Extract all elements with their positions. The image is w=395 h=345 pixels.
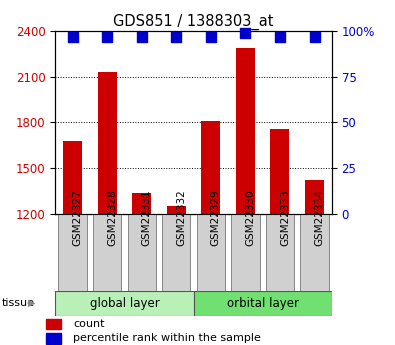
Point [104, 34, 110, 39]
Text: GSM22330: GSM22330 [245, 189, 256, 246]
Point [311, 34, 318, 39]
Bar [162, 214, 190, 292]
Text: count: count [73, 319, 105, 329]
Point [70, 34, 76, 39]
Text: GSM22331: GSM22331 [142, 189, 152, 246]
Bar [201, 121, 220, 345]
Text: GSM22329: GSM22329 [211, 189, 221, 246]
Point [277, 34, 283, 39]
Title: GDS851 / 1388303_at: GDS851 / 1388303_at [113, 13, 274, 30]
Bar [46, 333, 61, 344]
Bar [236, 48, 255, 345]
Bar [132, 193, 151, 345]
Text: ▶: ▶ [28, 298, 35, 308]
Bar [93, 214, 121, 292]
Bar [55, 291, 194, 316]
Bar [231, 214, 260, 292]
Text: GSM22332: GSM22332 [176, 189, 186, 246]
Text: tissue: tissue [2, 298, 35, 308]
Text: GSM22328: GSM22328 [107, 189, 117, 246]
Bar [305, 180, 324, 345]
Bar [98, 72, 117, 345]
Bar [197, 214, 225, 292]
Bar [128, 214, 156, 292]
Text: GSM22333: GSM22333 [280, 189, 290, 246]
Bar [271, 129, 290, 345]
Bar [46, 319, 61, 329]
Bar [300, 214, 329, 292]
Point [242, 30, 248, 36]
Point [173, 34, 179, 39]
Point [139, 34, 145, 39]
Bar [58, 214, 87, 292]
Text: orbital layer: orbital layer [227, 297, 299, 310]
Bar [266, 214, 294, 292]
Bar [167, 206, 186, 345]
Text: percentile rank within the sample: percentile rank within the sample [73, 333, 261, 343]
Bar [194, 291, 332, 316]
Text: GSM22327: GSM22327 [73, 189, 83, 246]
Text: global layer: global layer [90, 297, 159, 310]
Text: GSM22334: GSM22334 [314, 189, 325, 246]
Point [208, 34, 214, 39]
Bar [63, 141, 82, 345]
